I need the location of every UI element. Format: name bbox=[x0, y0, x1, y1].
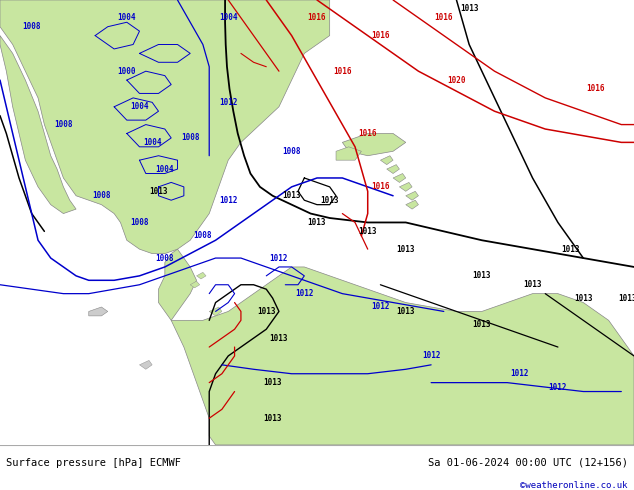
Text: 1013: 1013 bbox=[523, 280, 542, 289]
Polygon shape bbox=[209, 307, 222, 316]
Text: 1016: 1016 bbox=[434, 13, 453, 23]
Text: 1008: 1008 bbox=[22, 22, 41, 31]
Text: 1013: 1013 bbox=[263, 414, 282, 423]
Polygon shape bbox=[197, 272, 206, 279]
Text: 1013: 1013 bbox=[472, 320, 491, 329]
Polygon shape bbox=[336, 147, 361, 160]
Text: 1013: 1013 bbox=[263, 378, 282, 387]
Text: 1004: 1004 bbox=[219, 13, 238, 23]
Polygon shape bbox=[158, 249, 197, 320]
Text: 1013: 1013 bbox=[149, 187, 168, 196]
Text: 1016: 1016 bbox=[358, 129, 377, 138]
Text: 1016: 1016 bbox=[371, 182, 390, 192]
Text: 1008: 1008 bbox=[282, 147, 301, 156]
Text: Sa 01-06-2024 00:00 UTC (12+156): Sa 01-06-2024 00:00 UTC (12+156) bbox=[428, 458, 628, 468]
Text: 1020: 1020 bbox=[447, 75, 466, 85]
Polygon shape bbox=[342, 133, 406, 156]
Text: 1004: 1004 bbox=[130, 102, 149, 111]
Text: 1008: 1008 bbox=[92, 191, 111, 200]
Polygon shape bbox=[190, 281, 200, 288]
Text: 1016: 1016 bbox=[371, 31, 390, 40]
Text: 1013: 1013 bbox=[320, 196, 339, 205]
Polygon shape bbox=[406, 200, 418, 209]
Text: 1012: 1012 bbox=[371, 302, 390, 312]
Text: 1013: 1013 bbox=[561, 245, 580, 254]
Text: 1008: 1008 bbox=[155, 253, 174, 263]
Text: 1013: 1013 bbox=[396, 307, 415, 316]
Text: 1012: 1012 bbox=[548, 383, 567, 392]
Text: ©weatheronline.co.uk: ©weatheronline.co.uk bbox=[520, 481, 628, 490]
Polygon shape bbox=[171, 267, 634, 445]
Polygon shape bbox=[0, 0, 330, 254]
Text: 1013: 1013 bbox=[574, 294, 593, 303]
Text: 1008: 1008 bbox=[181, 133, 200, 143]
Text: 1000: 1000 bbox=[117, 67, 136, 75]
Text: 1016: 1016 bbox=[586, 84, 605, 94]
Text: 1012: 1012 bbox=[269, 253, 288, 263]
Text: 1008: 1008 bbox=[54, 120, 73, 129]
Polygon shape bbox=[393, 173, 406, 182]
Text: 1013: 1013 bbox=[269, 334, 288, 343]
Text: Surface pressure [hPa] ECMWF: Surface pressure [hPa] ECMWF bbox=[6, 458, 181, 468]
Text: 1004: 1004 bbox=[143, 138, 162, 147]
Text: 1012: 1012 bbox=[295, 289, 314, 298]
Text: 1016: 1016 bbox=[307, 13, 327, 23]
Polygon shape bbox=[139, 360, 152, 369]
Text: 1004: 1004 bbox=[155, 165, 174, 173]
Polygon shape bbox=[89, 307, 108, 316]
Text: 1008: 1008 bbox=[193, 231, 212, 240]
Text: 1013: 1013 bbox=[358, 227, 377, 236]
Text: 1013: 1013 bbox=[307, 218, 327, 227]
Polygon shape bbox=[0, 36, 76, 214]
Text: 1004: 1004 bbox=[117, 13, 136, 23]
Polygon shape bbox=[399, 182, 412, 191]
Text: 1013: 1013 bbox=[460, 4, 479, 13]
Text: 1013: 1013 bbox=[282, 191, 301, 200]
Text: 1013: 1013 bbox=[472, 271, 491, 280]
Polygon shape bbox=[406, 191, 418, 200]
Text: 1013: 1013 bbox=[618, 294, 634, 303]
Polygon shape bbox=[380, 156, 393, 165]
Polygon shape bbox=[387, 165, 399, 173]
Text: 1008: 1008 bbox=[130, 218, 149, 227]
Text: 1013: 1013 bbox=[396, 245, 415, 254]
Text: 1016: 1016 bbox=[333, 67, 352, 75]
Text: 1013: 1013 bbox=[257, 307, 276, 316]
Text: 1012: 1012 bbox=[219, 98, 238, 107]
Text: 1012: 1012 bbox=[510, 369, 529, 378]
Text: 1012: 1012 bbox=[219, 196, 238, 205]
Text: 1012: 1012 bbox=[422, 351, 441, 361]
